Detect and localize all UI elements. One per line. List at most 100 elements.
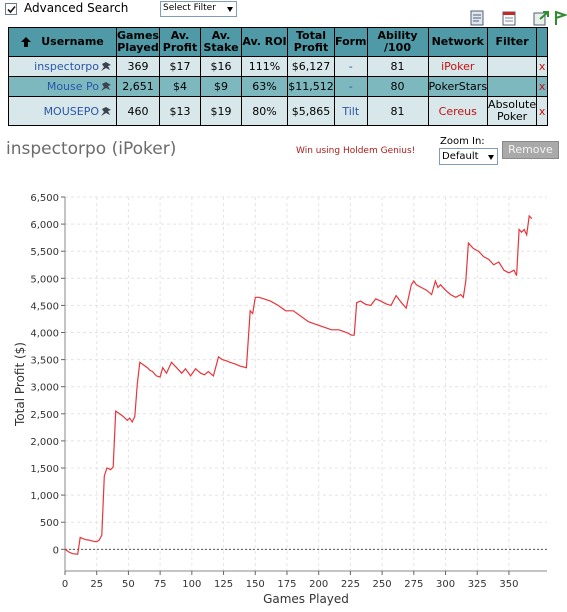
games-played-cell: 2,651 xyxy=(116,76,160,97)
x-tick-label: 325 xyxy=(468,579,487,590)
column-username[interactable]: Username xyxy=(8,27,117,57)
games-played-cell: 460 xyxy=(116,96,160,126)
username-cell[interactable]: inspectorpo xyxy=(8,56,117,77)
y-tick-label: 1,500 xyxy=(30,464,59,475)
y-tick-label: 6,000 xyxy=(30,220,59,231)
refresh-icon[interactable] xyxy=(533,10,549,26)
network-cell: iPoker xyxy=(427,56,489,77)
player-profile-icon[interactable] xyxy=(100,82,112,92)
av-roi-cell: 63% xyxy=(241,76,288,97)
zoom-select-value: Default xyxy=(442,151,479,162)
games-played-cell: 369 xyxy=(116,56,160,77)
filter-select-value: Select Filter xyxy=(163,3,216,13)
column-av-stake[interactable]: Av. Stake xyxy=(200,27,242,57)
remove-row-button[interactable]: x xyxy=(536,96,549,126)
total-profit-cell: $6,127 xyxy=(287,56,335,77)
x-tick-label: 100 xyxy=(182,579,201,590)
ability-cell: 81 xyxy=(366,56,429,77)
player-profile-icon[interactable] xyxy=(100,62,112,72)
remove-button[interactable]: Remove xyxy=(502,141,559,159)
total-profit-cell: $11,512 xyxy=(287,76,335,97)
y-tick-label: 5,500 xyxy=(30,247,59,258)
table-header-row: Username Games Played Av. Profit Av. Sta… xyxy=(8,27,549,57)
x-tick-label: 250 xyxy=(373,579,392,590)
filter-select[interactable]: Select Filter xyxy=(160,1,237,17)
column-form[interactable]: Form xyxy=(334,27,368,57)
remove-row-button[interactable]: x xyxy=(536,56,549,77)
filter-cell xyxy=(487,56,538,77)
x-tick-label: 75 xyxy=(154,579,167,590)
y-tick-label: 0 xyxy=(53,545,59,556)
y-tick-label: 2,500 xyxy=(30,410,59,421)
player-profile-icon[interactable] xyxy=(100,106,112,117)
username-link[interactable]: MOUSEPO xyxy=(43,104,99,118)
x-tick-label: 50 xyxy=(122,579,135,590)
filter-cell: Absolute Poker xyxy=(487,96,538,126)
column-filter[interactable]: Filter xyxy=(487,27,538,57)
toolbar: Advanced Search Select Filter xyxy=(0,0,567,26)
zoom-select[interactable]: Default xyxy=(439,148,498,165)
remove-row-button[interactable]: x xyxy=(536,76,549,97)
x-tick-label: 275 xyxy=(404,579,423,590)
x-tick-label: 200 xyxy=(309,579,328,590)
av-roi-cell: 80% xyxy=(241,96,288,126)
zoom-label: Zoom In: xyxy=(440,136,485,147)
notes-icon[interactable] xyxy=(501,10,517,26)
av-stake-cell: $19 xyxy=(200,96,242,126)
username-cell[interactable]: MOUSEPO xyxy=(8,96,117,126)
y-tick-label: 3,500 xyxy=(30,356,59,367)
chart-axes xyxy=(64,197,547,572)
x-tick-label: 300 xyxy=(436,579,455,590)
table-row: Mouse Po 2,651 $4 $9 63% $11,512 - 80 Po… xyxy=(8,76,549,97)
av-profit-cell: $4 xyxy=(159,76,201,97)
column-av-profit[interactable]: Av. Profit xyxy=(159,27,201,57)
green-flag-icon[interactable] xyxy=(554,10,567,26)
sort-arrow-up-icon xyxy=(21,37,32,47)
av-stake-cell: $16 xyxy=(200,56,242,77)
column-av-roi[interactable]: Av. ROI xyxy=(241,27,288,57)
x-tick-label: 0 xyxy=(62,579,68,590)
column-ability[interactable]: Ability /100 xyxy=(366,27,429,57)
y-axis-label: Total Profit ($) xyxy=(13,342,27,427)
export-icon[interactable] xyxy=(469,10,485,26)
checkmark-icon xyxy=(7,5,16,14)
form-cell: - xyxy=(334,76,368,97)
table-row: inspectorpo 369 $17 $16 111% $6,127 - 81… xyxy=(8,56,549,77)
column-network[interactable]: Network xyxy=(427,27,489,57)
form-cell: - xyxy=(334,56,368,77)
form-cell: Tilt xyxy=(334,96,368,126)
advanced-search-label[interactable]: Advanced Search xyxy=(24,1,129,15)
x-tick-label: 125 xyxy=(214,579,233,590)
x-tick-label: 150 xyxy=(246,579,265,590)
username-link[interactable]: inspectorpo xyxy=(34,60,99,73)
network-cell: PokerStars xyxy=(427,76,489,97)
chevron-down-icon xyxy=(227,7,233,12)
chevron-down-icon xyxy=(488,155,494,160)
holdem-genius-link[interactable]: Win using Holdem Genius! xyxy=(296,146,416,156)
advanced-search-checkbox[interactable] xyxy=(5,3,17,15)
av-profit-cell: $17 xyxy=(159,56,201,77)
username-link[interactable]: Mouse Po xyxy=(46,80,99,93)
x-tick-label: 25 xyxy=(90,579,103,590)
av-roi-cell: 111% xyxy=(241,56,288,77)
ability-cell: 80 xyxy=(366,76,429,97)
y-tick-label: 3,000 xyxy=(30,383,59,394)
x-tick-label: 350 xyxy=(499,579,518,590)
x-axis-label: Games Played xyxy=(263,592,349,606)
column-games-played[interactable]: Games Played xyxy=(116,27,160,57)
username-cell[interactable]: Mouse Po xyxy=(8,76,117,97)
chart-ticks: 05001,0001,5002,0002,5003,0003,5004,0004… xyxy=(30,193,518,590)
av-profit-cell: $13 xyxy=(159,96,201,126)
filter-cell xyxy=(487,76,538,97)
ability-cell: 81 xyxy=(366,96,429,126)
profit-chart: 05001,0001,5002,0002,5003,0003,5004,0004… xyxy=(13,193,547,606)
y-tick-label: 6,500 xyxy=(30,193,59,204)
column-total-profit[interactable]: Total Profit xyxy=(287,27,335,57)
total-profit-cell: $5,865 xyxy=(287,96,335,126)
y-tick-label: 500 xyxy=(40,518,59,529)
network-cell: Cereus xyxy=(427,96,489,126)
x-tick-label: 225 xyxy=(341,579,360,590)
y-tick-label: 2,000 xyxy=(30,437,59,448)
chart-series xyxy=(64,214,533,555)
y-tick-label: 4,500 xyxy=(30,301,59,312)
